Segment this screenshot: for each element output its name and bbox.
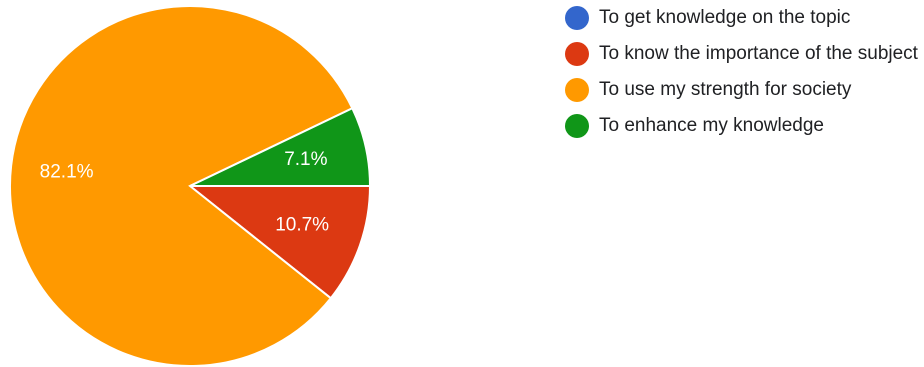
slice-value-label: 7.1% xyxy=(284,149,327,170)
pie-slice-labels: 10.7% 82.1% 7.1% xyxy=(40,149,330,236)
slice-value-label: 82.1% xyxy=(40,161,94,182)
slice-value-label: 10.7% xyxy=(275,215,329,236)
pie-slices xyxy=(9,5,372,367)
legend-swatch-icon xyxy=(565,42,589,66)
chart-legend: To get knowledge on the topic To know the… xyxy=(565,4,920,148)
legend-item-to-get-knowledge-on-the-topic[interactable]: To get knowledge on the topic xyxy=(565,4,920,31)
legend-swatch-icon xyxy=(565,114,589,138)
pie-slice-to-enhance-my-knowledge[interactable] xyxy=(189,106,372,187)
legend-label: To get knowledge on the topic xyxy=(599,7,851,28)
legend-swatch-icon xyxy=(565,6,589,30)
legend-label: To use my strength for society xyxy=(599,79,852,100)
legend-item-to-enhance-my-knowledge[interactable]: To enhance my knowledge xyxy=(565,112,920,139)
legend-swatch-icon xyxy=(565,78,589,102)
pie-slice-to-know-the-importance-of-the-subject[interactable] xyxy=(187,185,372,300)
pie-chart: 10.7% 82.1% 7.1% xyxy=(9,5,372,367)
legend-label: To know the importance of the subject xyxy=(599,43,918,64)
legend-item-to-use-my-strength-for-society[interactable]: To use my strength for society xyxy=(565,76,920,103)
pie-slice-to-use-my-strength-for-society[interactable] xyxy=(9,5,354,367)
legend-item-to-know-the-importance-of-the-subject[interactable]: To know the importance of the subject xyxy=(565,40,920,67)
legend-label: To enhance my knowledge xyxy=(599,115,824,136)
